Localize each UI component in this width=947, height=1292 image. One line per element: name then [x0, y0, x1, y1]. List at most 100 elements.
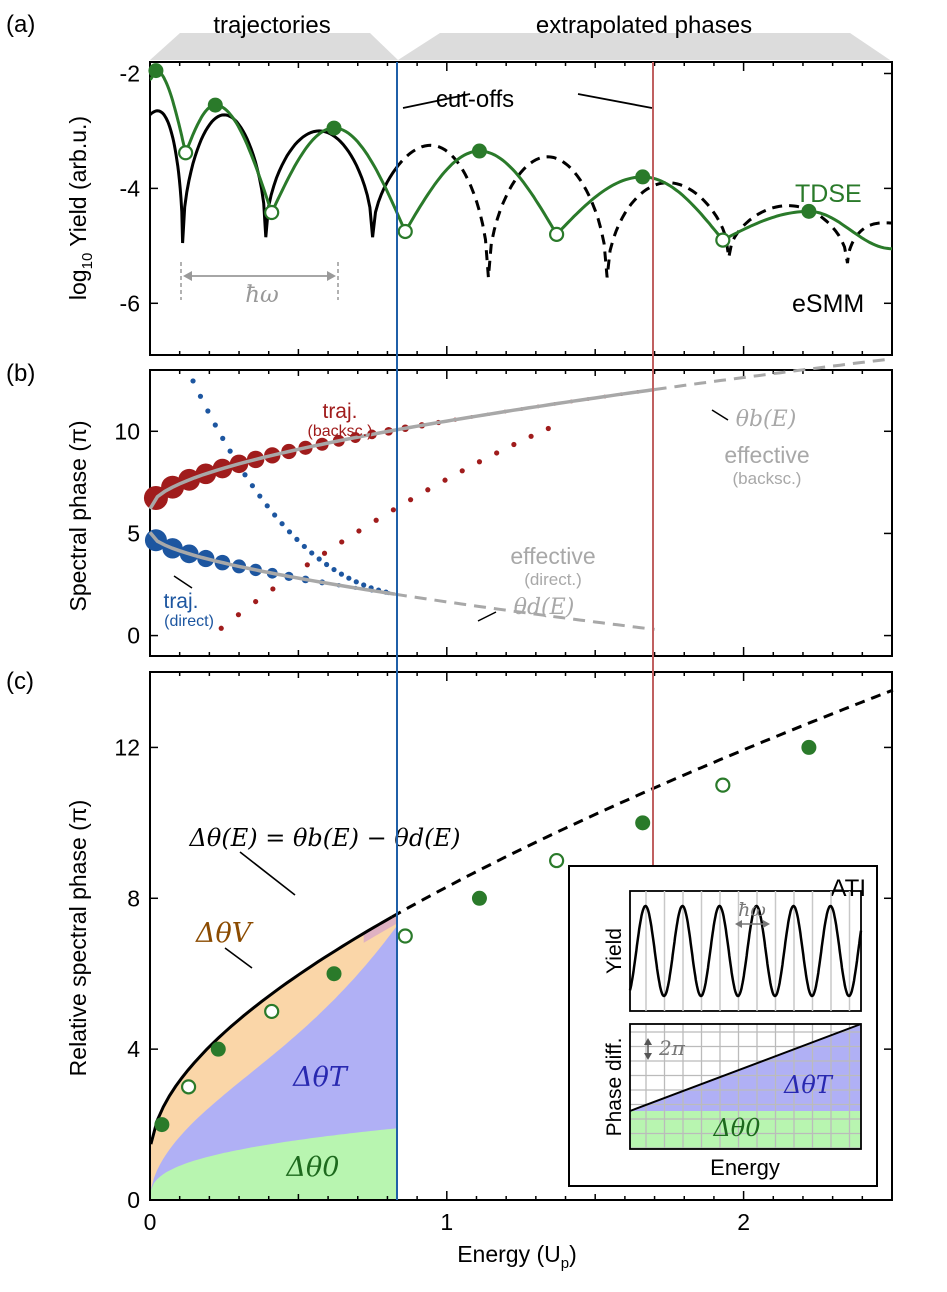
inset-hbar-omega-arrowhead-right	[763, 920, 770, 928]
dot-direct-long	[353, 579, 359, 585]
tdse-point-filled	[207, 97, 223, 113]
dot-backsc-long	[494, 450, 500, 456]
dot-direct-long	[346, 575, 352, 581]
panel-c-ylabel: Relative spectral phase (π)	[65, 800, 91, 1077]
tdse-point-open	[549, 226, 565, 242]
dot-backsc-long	[390, 507, 396, 513]
traj-direct-label: traj.	[163, 590, 198, 613]
traj-backsc-sublabel: (backsc.)	[308, 423, 373, 440]
theta-d-pointer	[477, 611, 497, 622]
dot-backsc-long	[476, 459, 483, 465]
delta-theta-v-pointer	[224, 947, 253, 969]
delta-theta-t-label: ΔθT	[292, 1062, 349, 1093]
ytick-label: 8	[127, 885, 140, 911]
panel-a-frame	[149, 61, 893, 356]
dot-backsc-long	[459, 468, 465, 474]
panel-a-ticks: -2 -4 -6	[120, 60, 893, 355]
panel-a: -2 -4 -6 log10 Yield (arb.u.) TDSE eSMM cu…	[65, 60, 893, 356]
effective-direct-sublabel: (direct.)	[524, 570, 582, 589]
ytick-label: 4	[127, 1036, 140, 1062]
delta-theta-pointer	[239, 851, 296, 896]
panel-label-c: (c)	[6, 668, 34, 695]
dot-direct-long	[205, 408, 211, 414]
tdse-points	[148, 63, 817, 248]
panel-c-xlabel: Energy (Up)	[457, 1241, 577, 1272]
inset-phase-line	[629, 1023, 862, 1112]
phase-point-filled	[471, 890, 487, 906]
ytick-label: 0	[127, 623, 140, 649]
tdse-point-filled	[635, 169, 651, 185]
phase-point-open	[715, 777, 731, 793]
panel-label-b: (b)	[6, 360, 35, 387]
inset-delta-theta-t: ΔθT	[783, 1071, 834, 1099]
hbar-omega-label: ħω	[245, 282, 279, 308]
header-wedge-right	[398, 33, 890, 60]
panel-b-frame	[149, 369, 893, 657]
dot-direct-long	[212, 422, 218, 428]
phase-point-open	[180, 1079, 197, 1095]
tdse-point-open	[178, 145, 194, 161]
theta-b-label: θb(E)	[736, 407, 797, 432]
dot-direct-long	[301, 543, 307, 550]
inset-yield-frame	[629, 890, 862, 1012]
inset-title: ATI	[830, 875, 866, 902]
hbar-omega-marker: ħω	[180, 262, 339, 308]
dot-direct-long	[309, 550, 315, 556]
theta-b-curve	[148, 387, 655, 510]
panel-a-ylabel: log10 Yield (arb.u.)	[65, 116, 96, 300]
inset-phase-frame	[629, 1023, 862, 1150]
tdse-point-filled	[148, 63, 164, 79]
delta-theta-v-label: ΔθV	[195, 918, 254, 949]
inset-phase-label: Phase diff.	[603, 1038, 626, 1137]
ytick-label: -6	[120, 290, 140, 316]
dot-backsc-long	[511, 441, 517, 448]
ytick-label: 0	[127, 1187, 140, 1213]
dot-backsc-long	[304, 562, 310, 568]
dot-direct-long	[279, 521, 285, 527]
inset-two-pi-arrowhead-down	[644, 1053, 652, 1060]
inset-hbar-omega-arrowhead-left	[735, 920, 742, 928]
phase-point-filled	[326, 966, 342, 982]
ytick-label: 5	[127, 520, 140, 546]
header-trajectories: trajectories	[213, 12, 330, 39]
delta-theta-curve	[149, 915, 393, 1145]
dot-backsc-long	[373, 517, 379, 523]
panel-b: (b) 0 5 10 Spectral phase (π) traj. (backs…	[6, 357, 893, 657]
phase-point-open	[397, 928, 413, 944]
dot-direct-long	[331, 566, 337, 573]
dot-direct-long	[361, 582, 367, 588]
dot-direct-long	[220, 435, 226, 441]
dot-direct-long	[242, 472, 248, 478]
effective-backsc-sublabel: (backsc.)	[733, 469, 802, 488]
delta-theta-equation: Δθ(E) = θb(E) − θd(E)	[189, 824, 461, 852]
theta-b-curve-extrapolated	[654, 357, 893, 391]
inset-delta-theta-0: Δθ0	[712, 1114, 760, 1142]
ytick-label: 12	[114, 734, 140, 760]
theta-d-label: θd(E)	[514, 595, 575, 620]
xtick-label: 0	[144, 1209, 157, 1235]
cutoffs-pointer-left	[402, 93, 471, 109]
effective-direct-label: effective	[510, 543, 595, 569]
legend-esmm: eSMM	[792, 290, 864, 318]
theta-d-curve	[148, 531, 396, 596]
dot-backsc-long	[407, 497, 414, 503]
phase-point-filled	[635, 815, 651, 831]
phase-points	[154, 739, 817, 1133]
ytick-label: -2	[120, 60, 140, 86]
ati-inset: ATI ħω Yield 2π ΔθT Δθ0 Phase diff. Ener…	[568, 865, 878, 1187]
inset-two-pi-arrowhead-up	[644, 1038, 652, 1045]
dot-backsc-long	[253, 598, 259, 605]
phase-point-filled	[154, 1117, 170, 1133]
tdse-point-open	[264, 204, 280, 221]
theta-b-pointer	[711, 409, 729, 421]
ytick-label: 10	[114, 418, 140, 444]
dot-direct-long	[316, 556, 322, 562]
inset-yield-curve	[628, 904, 863, 998]
dot-direct-long	[257, 493, 263, 499]
header-extrapolated: extrapolated phases	[536, 12, 752, 39]
hbar-omega-arrowhead-right	[327, 271, 336, 281]
dot-backsc-long	[235, 612, 242, 618]
inset-two-pi: 2π	[658, 1036, 686, 1060]
